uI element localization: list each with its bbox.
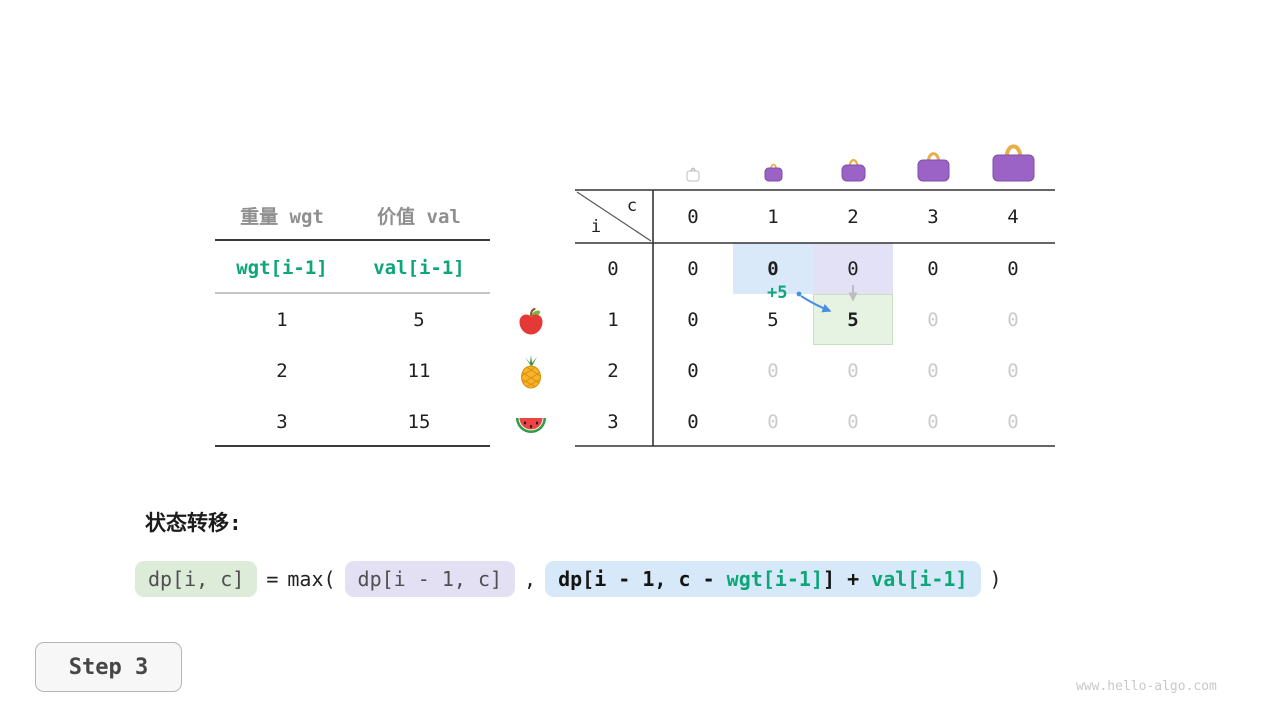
items-col-header: 重量 wgt	[240, 205, 324, 228]
dp-col-header: 2	[847, 205, 859, 228]
dp-cell: 0	[767, 359, 779, 382]
apple-icon	[513, 302, 549, 338]
dp-cell: 0	[847, 359, 859, 382]
dp-cell: 0	[1007, 410, 1019, 433]
formula-term2-part: dp[i - 1, c -	[558, 567, 727, 591]
dp-cell: 0	[733, 243, 813, 294]
formula-term2: dp[i - 1, c - wgt[i-1]] + val[i-1]	[545, 561, 981, 597]
watermelon-icon	[513, 404, 549, 440]
bag-small-icon	[764, 162, 783, 183]
dp-col-header: 1	[767, 205, 779, 228]
formula-term2-part: wgt[i-1]	[726, 567, 823, 591]
formula-term2-part: ] +	[823, 567, 872, 591]
item-value: 15	[407, 410, 431, 433]
bag-medium-icon	[841, 157, 866, 183]
dp-col-header: 3	[927, 205, 939, 228]
bag-empty-icon	[686, 166, 700, 183]
dp-corner-row-label: i	[590, 217, 602, 237]
transition-label: 状态转移:	[145, 511, 242, 535]
dp-cell: 5	[813, 294, 893, 345]
dp-cell: 0	[927, 257, 939, 280]
pineapple-icon	[513, 353, 549, 389]
items-formula-cell: val[i-1]	[373, 257, 465, 279]
dp-cell: 0	[767, 410, 779, 433]
dp-cell: 0	[687, 308, 699, 331]
dp-cell: 0	[927, 359, 939, 382]
dp-cell: 0	[687, 410, 699, 433]
dp-cell: 0	[927, 410, 939, 433]
dp-cell: 0	[687, 359, 699, 382]
bag-xlarge-icon	[992, 142, 1035, 183]
formula-equals: =	[266, 567, 279, 591]
dp-col-header: 0	[687, 205, 699, 228]
formula-comma: ,	[524, 567, 537, 591]
dp-cell: 0	[847, 410, 859, 433]
formula-term1: dp[i - 1, c]	[344, 561, 516, 597]
formula-lhs: dp[i, c]	[135, 561, 258, 597]
item-weight: 3	[276, 410, 288, 433]
dp-row-header: 0	[607, 257, 619, 280]
dp-cell: 5	[767, 308, 779, 331]
dp-col-header: 4	[1007, 205, 1019, 228]
formula-max-open: max(	[287, 567, 336, 591]
dp-cell: 0	[1007, 257, 1019, 280]
transition-formula: dp[i, c] = max( dp[i - 1, c] , dp[i - 1,…	[135, 561, 1002, 597]
item-weight: 1	[276, 308, 288, 331]
item-value: 11	[407, 359, 431, 382]
formula-close-paren: )	[989, 567, 1002, 591]
item-value: 5	[413, 308, 425, 331]
step-indicator: Step 3	[35, 642, 182, 692]
item-weight: 2	[276, 359, 288, 382]
formula-term2-part: val[i-1]	[871, 567, 968, 591]
dp-corner-col-label: c	[626, 196, 638, 216]
watermark: www.hello-algo.com	[1076, 679, 1217, 694]
dp-cell: 0	[927, 308, 939, 331]
items-col-header: 价值 val	[377, 205, 461, 228]
dp-cell: 0	[813, 243, 893, 294]
dp-row-header: 2	[607, 359, 619, 382]
dp-row-header: 3	[607, 410, 619, 433]
bag-large-icon	[917, 150, 950, 183]
items-formula-cell: wgt[i-1]	[236, 257, 328, 279]
dp-cell: 0	[1007, 308, 1019, 331]
add-value-annotation: +5	[767, 283, 788, 303]
dp-cell: 0	[1007, 359, 1019, 382]
dp-row-header: 1	[607, 308, 619, 331]
dp-cell: 0	[687, 257, 699, 280]
